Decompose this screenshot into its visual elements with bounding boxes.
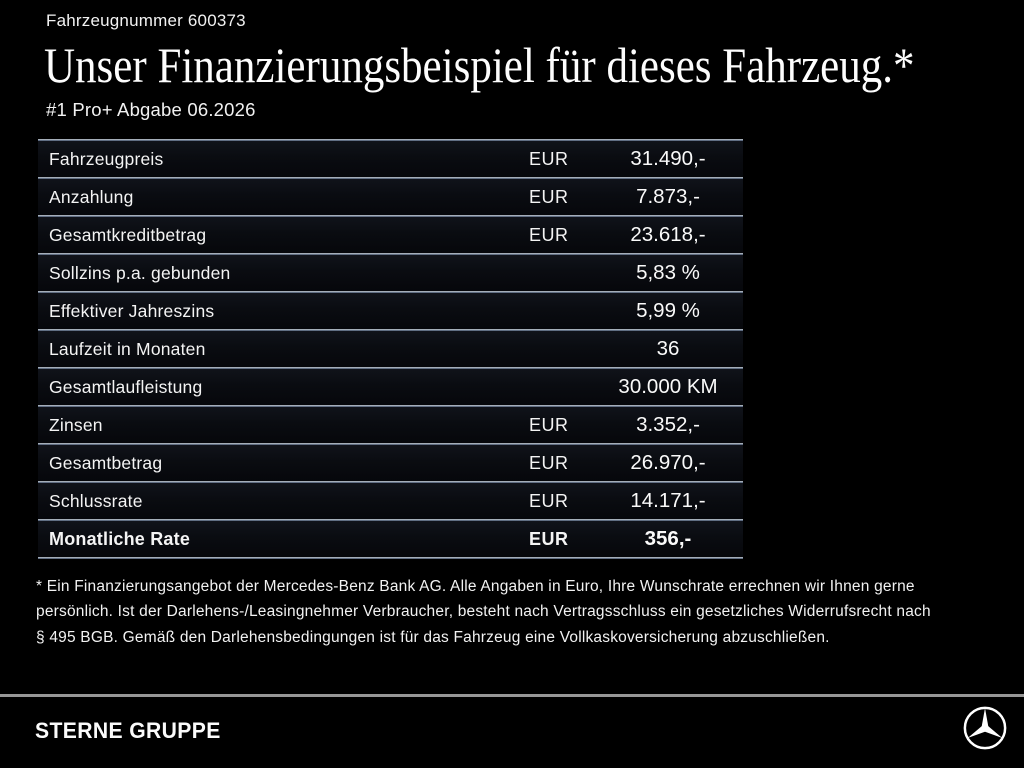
table-row: Effektiver Jahreszins 5,99 % bbox=[38, 293, 743, 329]
row-separator bbox=[38, 253, 743, 255]
row-value: 30.000 KM bbox=[618, 375, 718, 398]
page-title: Unser Finanzierungsbeispiel für dieses F… bbox=[44, 37, 915, 93]
row-label: Effektiver Jahreszins bbox=[49, 300, 215, 321]
row-label: Anzahlung bbox=[49, 186, 134, 207]
row-value: 26.970,- bbox=[630, 451, 706, 474]
row-separator bbox=[38, 329, 743, 331]
row-label: Laufzeit in Monaten bbox=[49, 338, 206, 359]
row-separator bbox=[38, 519, 743, 521]
row-separator bbox=[38, 443, 743, 445]
row-label: Gesamtlaufleistung bbox=[49, 376, 203, 397]
row-currency: EUR bbox=[529, 224, 569, 245]
disclaimer-line: * Ein Finanzierungsangebot der Mercedes-… bbox=[36, 578, 915, 595]
row-value: 31.490,- bbox=[630, 147, 706, 170]
row-separator bbox=[38, 557, 743, 559]
dealer-brand-name: STERNE GRUPPE bbox=[35, 718, 221, 743]
row-label: Gesamtbetrag bbox=[49, 452, 163, 473]
row-value: 5,83 % bbox=[636, 261, 700, 284]
row-separator bbox=[38, 177, 743, 179]
table-row: Gesamtbetrag EUR 26.970,- bbox=[38, 445, 743, 481]
footer-divider bbox=[0, 694, 1024, 697]
row-label: Monatliche Rate bbox=[49, 528, 191, 549]
row-label: Gesamtkreditbetrag bbox=[49, 224, 207, 245]
row-label: Zinsen bbox=[49, 414, 103, 435]
row-separator bbox=[38, 481, 743, 483]
table-row: Laufzeit in Monaten 36 bbox=[38, 331, 743, 367]
disclaimer: * Ein Finanzierungsangebot der Mercedes-… bbox=[36, 574, 996, 650]
row-currency: EUR bbox=[529, 148, 569, 169]
row-separator bbox=[38, 367, 743, 369]
row-currency: EUR bbox=[529, 528, 569, 549]
table-row: Anzahlung EUR 7.873,- bbox=[38, 179, 743, 215]
row-currency: EUR bbox=[529, 490, 569, 511]
table-row: Gesamtkreditbetrag EUR 23.618,- bbox=[38, 217, 743, 253]
table-row: Gesamtlaufleistung 30.000 KM bbox=[38, 369, 743, 405]
row-value: 5,99 % bbox=[636, 299, 700, 322]
table-row: Schlussrate EUR 14.171,- bbox=[38, 483, 743, 519]
table-row: Fahrzeugpreis EUR 31.490,- bbox=[38, 141, 743, 177]
row-value: 356,- bbox=[644, 527, 692, 550]
disclaimer-line: § 495 BGB. Gemäß den Darlehensbedingunge… bbox=[36, 628, 830, 646]
table-row: Monatliche Rate EUR 356,- bbox=[38, 521, 743, 557]
row-label: Schlussrate bbox=[49, 490, 143, 511]
table-row: Sollzins p.a. gebunden 5,83 % bbox=[38, 255, 743, 291]
row-value: 3.352,- bbox=[636, 413, 700, 436]
row-value: 23.618,- bbox=[630, 223, 706, 246]
row-currency: EUR bbox=[529, 414, 569, 435]
mercedes-star-icon bbox=[963, 706, 1007, 750]
vehicle-number: Fahrzeugnummer 600373 bbox=[46, 11, 246, 30]
table-row: Zinsen EUR 3.352,- bbox=[38, 407, 743, 443]
row-value: 7.873,- bbox=[636, 185, 700, 208]
row-value: 36 bbox=[656, 337, 680, 360]
row-separator bbox=[38, 405, 743, 407]
page-subtitle: #1 Pro+ Abgabe 06.2026 bbox=[46, 99, 256, 120]
row-separator bbox=[38, 291, 743, 293]
finance-table: Fahrzeugpreis EUR 31.490,- Anzahlung EUR… bbox=[38, 139, 743, 559]
row-separator bbox=[38, 215, 743, 217]
disclaimer-line: persönlich. Ist der Darlehens-/Leasingne… bbox=[36, 603, 931, 621]
row-currency: EUR bbox=[529, 186, 569, 207]
row-currency: EUR bbox=[529, 452, 569, 473]
row-label: Fahrzeugpreis bbox=[49, 148, 164, 169]
row-value: 14.171,- bbox=[630, 489, 706, 512]
row-separator bbox=[38, 139, 743, 141]
row-label: Sollzins p.a. gebunden bbox=[49, 262, 231, 283]
